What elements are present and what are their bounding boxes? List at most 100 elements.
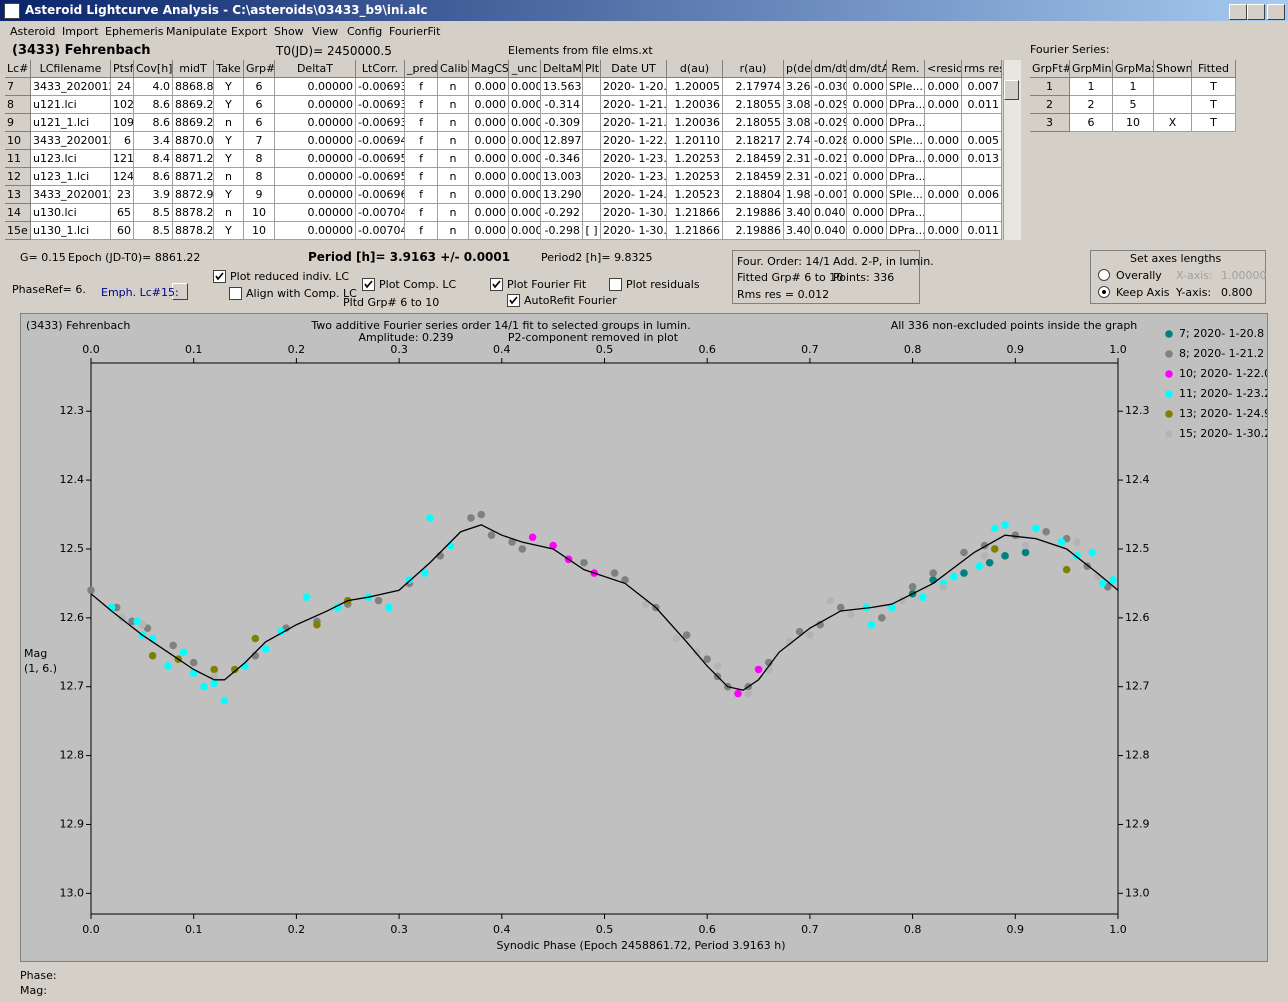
table-cell[interactable]: 8868.8: [173, 78, 214, 96]
table-cell[interactable]: SPle...: [887, 78, 925, 96]
table-cell[interactable]: 0.000: [847, 96, 887, 114]
table-cell[interactable]: DPra...: [887, 150, 925, 168]
table-cell[interactable]: 1.20036: [667, 114, 723, 132]
table-cell[interactable]: 2020- 1-21.2: [601, 114, 667, 132]
table-cell[interactable]: 8870.0: [173, 132, 214, 150]
menu-item[interactable]: Import: [62, 25, 99, 38]
table-cell[interactable]: 0.000: [509, 132, 541, 150]
checkbox[interactable]: [362, 278, 375, 291]
table-cell[interactable]: 0.000: [509, 186, 541, 204]
table-cell[interactable]: 6: [244, 78, 275, 96]
table-cell[interactable]: 2.74: [784, 132, 812, 150]
table-cell[interactable]: 3.40: [784, 222, 812, 240]
table-cell[interactable]: 1: [1113, 78, 1154, 96]
table-cell[interactable]: 0.000: [469, 150, 509, 168]
table-cell[interactable]: 6: [244, 114, 275, 132]
table-cell[interactable]: 0.000: [509, 96, 541, 114]
table-cell[interactable]: 1.20253: [667, 168, 723, 186]
table-cell[interactable]: f: [405, 222, 438, 240]
row-header[interactable]: 10: [5, 132, 31, 150]
table-cell[interactable]: -0.028: [812, 132, 847, 150]
table-cell[interactable]: 3433_20200120: [31, 78, 111, 96]
column-header[interactable]: GrpMin: [1070, 60, 1113, 78]
table-cell[interactable]: n: [438, 204, 469, 222]
table-cell[interactable]: n: [214, 168, 244, 186]
table-cell[interactable]: Y: [214, 78, 244, 96]
table-cell[interactable]: [1154, 78, 1192, 96]
table-cell[interactable]: f: [405, 132, 438, 150]
table-cell[interactable]: n: [438, 132, 469, 150]
column-header[interactable]: Rem.: [887, 60, 925, 78]
table-cell[interactable]: 1.20110: [667, 132, 723, 150]
table-cell[interactable]: 124: [111, 168, 134, 186]
scrollbar[interactable]: [1003, 60, 1021, 240]
table-cell[interactable]: 2020- 1-22.0: [601, 132, 667, 150]
table-cell[interactable]: 2020- 1-24.9: [601, 186, 667, 204]
table-cell[interactable]: -0.00693: [356, 78, 405, 96]
table-cell[interactable]: -0.309: [541, 114, 583, 132]
table-cell[interactable]: n: [214, 204, 244, 222]
table-cell[interactable]: 0.000: [925, 132, 962, 150]
column-header[interactable]: Cov[h]: [134, 60, 173, 78]
table-cell[interactable]: f: [405, 150, 438, 168]
table-cell[interactable]: 0.00000: [275, 168, 356, 186]
table-cell[interactable]: 1.98: [784, 186, 812, 204]
table-cell[interactable]: 6: [244, 96, 275, 114]
table-cell[interactable]: -0.346: [541, 150, 583, 168]
column-header[interactable]: _pred: [405, 60, 438, 78]
column-header[interactable]: midT: [173, 60, 214, 78]
menu-item[interactable]: View: [312, 25, 339, 38]
table-cell[interactable]: Y: [214, 132, 244, 150]
table-cell[interactable]: 3.4: [134, 132, 173, 150]
column-header[interactable]: r(au): [723, 60, 784, 78]
table-cell[interactable]: [ ]: [583, 222, 601, 240]
table-cell[interactable]: 3433_20200121: [31, 132, 111, 150]
table-cell[interactable]: -0.00696: [356, 186, 405, 204]
table-cell[interactable]: 2.18804: [723, 186, 784, 204]
table-cell[interactable]: -0.029: [812, 96, 847, 114]
table-cell[interactable]: 2.18055: [723, 96, 784, 114]
table-cell[interactable]: 0.040: [812, 204, 847, 222]
table-cell[interactable]: 1: [1070, 78, 1113, 96]
table-cell[interactable]: 0.000: [925, 96, 962, 114]
row-header[interactable]: 9: [5, 114, 31, 132]
row-header[interactable]: 14: [5, 204, 31, 222]
table-cell[interactable]: 2.18459: [723, 150, 784, 168]
table-cell[interactable]: n: [438, 150, 469, 168]
table-cell[interactable]: 0.000: [469, 96, 509, 114]
table-cell[interactable]: 10: [1113, 114, 1154, 132]
table-cell[interactable]: [925, 114, 962, 132]
table-cell[interactable]: 0.00000: [275, 132, 356, 150]
column-header[interactable]: LtCorr.: [356, 60, 405, 78]
column-header[interactable]: Ptsf: [111, 60, 134, 78]
table-cell[interactable]: Y: [214, 186, 244, 204]
table-cell[interactable]: -0.00693: [356, 96, 405, 114]
table-cell[interactable]: 0.040: [812, 222, 847, 240]
column-header[interactable]: GrpMax: [1113, 60, 1154, 78]
table-cell[interactable]: -0.021: [812, 150, 847, 168]
table-cell[interactable]: n: [438, 96, 469, 114]
table-cell[interactable]: T: [1192, 78, 1236, 96]
table-cell[interactable]: 8878.2: [173, 222, 214, 240]
table-cell[interactable]: 0.000: [847, 114, 887, 132]
table-cell[interactable]: 2020- 1-23.2: [601, 168, 667, 186]
checkbox[interactable]: [490, 278, 503, 291]
table-cell[interactable]: f: [405, 114, 438, 132]
table-cell[interactable]: 10: [244, 204, 275, 222]
table-cell[interactable]: 8: [244, 168, 275, 186]
table-cell[interactable]: n: [438, 78, 469, 96]
table-cell[interactable]: 0.000: [469, 132, 509, 150]
table-cell[interactable]: -0.292: [541, 204, 583, 222]
table-cell[interactable]: DPra...: [887, 222, 925, 240]
table-cell[interactable]: [583, 204, 601, 222]
table-cell[interactable]: 0.000: [509, 78, 541, 96]
table-cell[interactable]: -0.030: [812, 78, 847, 96]
menu-item[interactable]: FourierFit: [389, 25, 441, 38]
table-cell[interactable]: DPra...: [887, 96, 925, 114]
table-cell[interactable]: 65: [111, 204, 134, 222]
table-cell[interactable]: 0.013: [962, 150, 1002, 168]
checkbox-label[interactable]: Plot Comp. LC: [379, 278, 457, 291]
table-cell[interactable]: -0.001: [812, 186, 847, 204]
table-cell[interactable]: 2.18217: [723, 132, 784, 150]
table-cell[interactable]: -0.00695: [356, 168, 405, 186]
